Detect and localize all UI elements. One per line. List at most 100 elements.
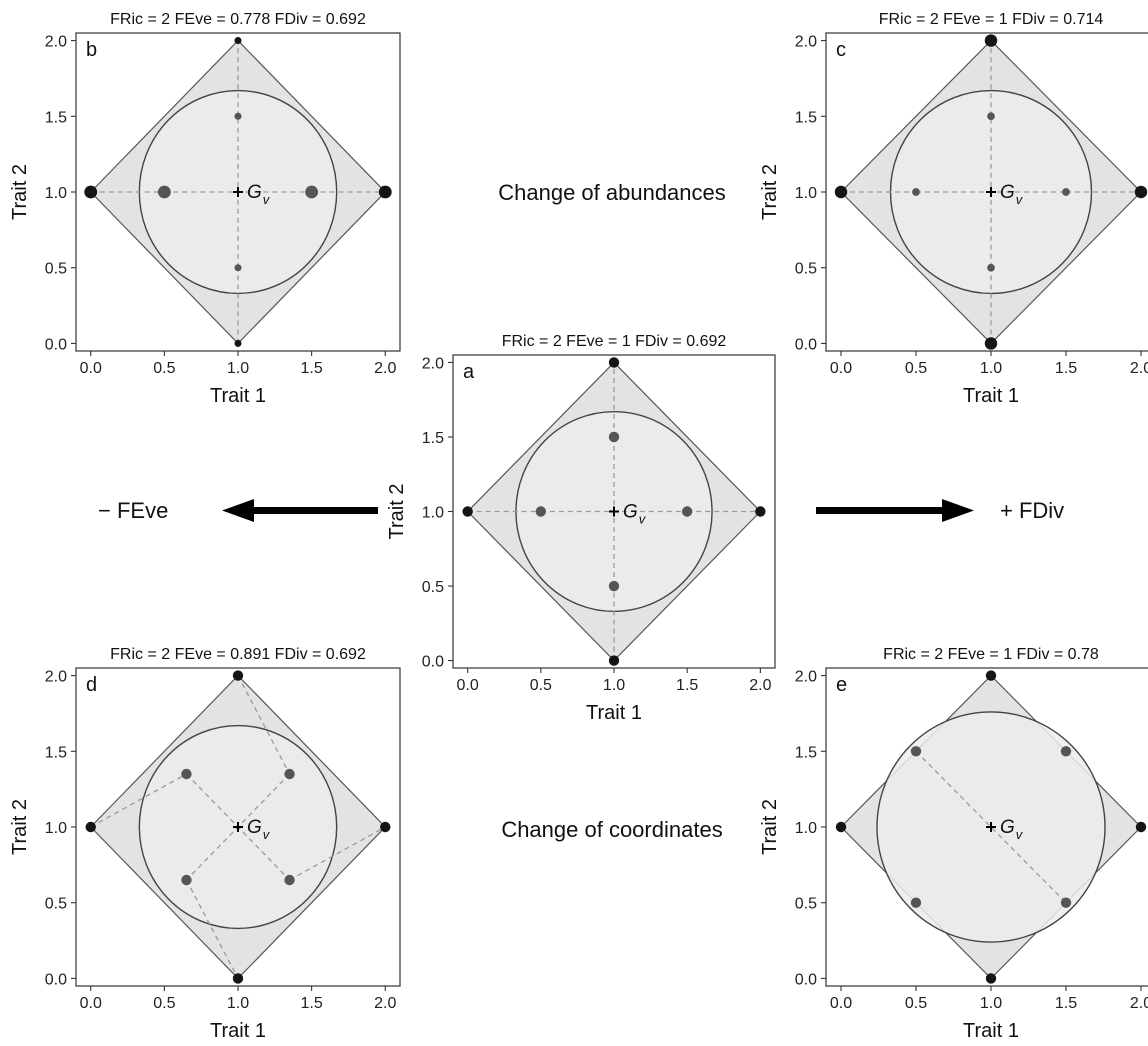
- vertex-point: [985, 670, 997, 681]
- interior-point: [608, 431, 620, 443]
- y-tick-label: 0.0: [795, 336, 817, 353]
- y-tick-label: 0.5: [795, 261, 817, 278]
- x-axis-label: Trait 1: [586, 702, 642, 724]
- y-tick-label: 2.0: [45, 669, 67, 686]
- mst-edge: [185, 879, 239, 979]
- vertex-point: [985, 973, 997, 984]
- y-tick-label: 1.0: [795, 185, 817, 202]
- x-axis-label: Trait 1: [963, 385, 1019, 407]
- x-axis-label: Trait 1: [963, 1020, 1019, 1042]
- vertex-point: [835, 821, 847, 833]
- vertex-point: [755, 506, 766, 517]
- y-tick-label: 1.0: [45, 185, 67, 202]
- x-tick-label: 1.5: [1055, 360, 1077, 377]
- right-arrow: [816, 499, 974, 522]
- vertex-point: [234, 339, 242, 347]
- x-tick-label: 0.0: [457, 677, 479, 694]
- x-tick-label: 0.0: [80, 995, 102, 1012]
- x-tick-label: 0.5: [905, 360, 927, 377]
- interior-point: [284, 768, 295, 780]
- vertex-point: [85, 821, 96, 833]
- panel-label: e: [836, 674, 847, 696]
- panel-d-plot-area: Gv: [85, 670, 391, 984]
- interior-point: [910, 746, 922, 757]
- left-arrow: [222, 499, 378, 522]
- panel-d: FRic = 2 FEve = 0.891 FDiv = 0.692 Gv d 0.0…: [9, 646, 401, 1042]
- vertex-point: [234, 37, 242, 45]
- panel-b-plot-area: Gv: [84, 37, 392, 347]
- x-tick-label: 1.0: [603, 677, 625, 694]
- x-tick-label: 2.0: [749, 677, 771, 694]
- vertex-point: [380, 821, 391, 833]
- panel-a: FRic = 2 FEve = 1 FDiv = 0.692 Gv a 0.0 0.0 0…: [386, 333, 776, 724]
- panel-b-title: FRic = 2 FEve = 0.778 FDiv = 0.692: [110, 11, 366, 28]
- y-axis-label: Trait 2: [9, 799, 31, 855]
- panel-e: FRic = 2 FEve = 1 FDiv = 0.78 Gv e 0.0 0.0 0.…: [759, 646, 1148, 1042]
- y-tick-label: 2.0: [795, 34, 817, 51]
- interior-point: [987, 112, 995, 121]
- interior-point: [535, 506, 547, 517]
- vertex-point: [378, 185, 392, 199]
- y-tick-label: 0.5: [795, 896, 817, 913]
- mst-edge: [289, 826, 386, 881]
- y-tick-label: 0.0: [45, 971, 67, 988]
- panel-label: a: [463, 361, 475, 383]
- interior-point: [987, 263, 995, 272]
- vertex-point: [232, 670, 244, 681]
- y-axis-label: Trait 2: [9, 164, 31, 220]
- panel-b: FRic = 2 FEve = 0.778 FDiv = 0.692 Gv b 0.0…: [9, 11, 401, 407]
- x-tick-label: 1.5: [301, 995, 323, 1012]
- y-tick-label: 2.0: [422, 355, 444, 372]
- panel-e-title: FRic = 2 FEve = 1 FDiv = 0.78: [883, 646, 1099, 663]
- interior-point: [181, 768, 192, 780]
- y-tick-label: 1.0: [422, 505, 444, 522]
- x-tick-label: 1.5: [301, 360, 323, 377]
- vertex-point: [834, 185, 848, 199]
- interior-point: [608, 580, 620, 592]
- vertex-point: [984, 34, 998, 47]
- y-tick-label: 0.5: [422, 579, 444, 596]
- x-tick-label: 0.5: [153, 995, 175, 1012]
- x-tick-label: 2.0: [374, 995, 396, 1012]
- y-tick-label: 1.5: [45, 744, 67, 761]
- x-tick-label: 2.0: [374, 360, 396, 377]
- mst-edge: [237, 675, 291, 775]
- x-tick-label: 0.5: [905, 995, 927, 1012]
- y-tick-label: 1.0: [795, 820, 817, 837]
- x-tick-label: 0.0: [80, 360, 102, 377]
- panel-c-title: FRic = 2 FEve = 1 FDiv = 0.714: [879, 11, 1104, 28]
- y-tick-label: 0.5: [45, 896, 67, 913]
- panel-label: c: [836, 39, 846, 61]
- y-tick-label: 0.5: [45, 261, 67, 278]
- y-tick-label: 1.0: [45, 820, 67, 837]
- y-axis-label: Trait 2: [386, 484, 408, 540]
- x-tick-label: 0.5: [153, 360, 175, 377]
- interior-point: [234, 264, 242, 272]
- vertex-point: [1134, 185, 1148, 199]
- y-tick-label: 0.0: [422, 654, 444, 671]
- y-tick-label: 1.5: [45, 109, 67, 126]
- interior-point: [305, 185, 319, 199]
- x-tick-label: 2.0: [1130, 360, 1148, 377]
- interior-point: [910, 897, 922, 908]
- interior-point: [234, 112, 242, 120]
- y-axis-label: Trait 2: [759, 799, 781, 855]
- panel-label: d: [86, 674, 97, 696]
- panel-a-plot-area: Gv: [462, 357, 766, 666]
- panel-c: FRic = 2 FEve = 1 FDiv = 0.714 Gv c 0.0 0.0 0…: [759, 11, 1148, 407]
- x-tick-label: 1.5: [1055, 995, 1077, 1012]
- y-tick-label: 1.5: [422, 430, 444, 447]
- interior-point: [1062, 188, 1070, 196]
- centroid-label: Gv: [1000, 182, 1024, 207]
- x-tick-label: 2.0: [1130, 995, 1148, 1012]
- centroid-label: Gv: [247, 182, 271, 207]
- interior-point: [681, 506, 693, 517]
- interior-point: [1060, 746, 1072, 757]
- x-tick-label: 1.5: [676, 677, 698, 694]
- x-tick-label: 1.0: [227, 995, 249, 1012]
- y-tick-label: 0.0: [795, 971, 817, 988]
- vertex-point: [462, 506, 473, 517]
- panel-label: b: [86, 39, 97, 61]
- x-tick-label: 1.0: [980, 995, 1002, 1012]
